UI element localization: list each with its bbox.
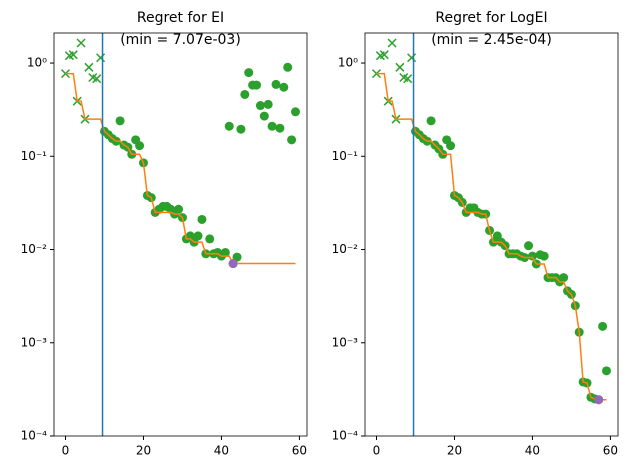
best-line: [376, 72, 607, 401]
y-tick-label: 10⁻³: [332, 335, 359, 349]
point: [205, 234, 215, 244]
point: [267, 121, 277, 131]
y-tick-label: 10⁻²: [332, 242, 359, 256]
point: [539, 251, 549, 261]
axes-frame: [53, 32, 308, 437]
x-marker: [76, 38, 86, 48]
point: [524, 241, 534, 251]
x-tick-label: 20: [447, 444, 462, 458]
x-marker: [92, 74, 102, 84]
chart-title: (min = 7.07e-03): [120, 32, 241, 48]
subplot: Regret for LogEI (min = 2.45e-04) 0 20 40 60 1…: [332, 10, 619, 458]
point: [426, 116, 436, 126]
point: [244, 68, 254, 78]
chart-title: (min = 2.45e-04): [431, 32, 552, 48]
point: [197, 214, 207, 224]
point: [259, 111, 269, 121]
y-tick-label: 10⁻³: [21, 335, 48, 349]
x-tick-label: 40: [214, 444, 229, 458]
x-marker: [395, 62, 405, 72]
x-marker: [68, 50, 78, 60]
point: [115, 116, 125, 126]
x-marker: [403, 74, 413, 84]
point: [263, 99, 273, 109]
chart-title: Regret for LogEI: [435, 10, 547, 26]
x-marker: [96, 53, 106, 63]
point: [174, 204, 184, 214]
point: [279, 82, 289, 92]
x-tick-label: 40: [525, 444, 540, 458]
point: [598, 321, 608, 331]
point: [220, 247, 230, 257]
point: [275, 123, 285, 133]
x-marker: [84, 62, 94, 72]
point: [255, 101, 265, 111]
point: [594, 395, 604, 405]
point: [291, 107, 300, 117]
point: [602, 366, 611, 376]
point: [559, 273, 569, 283]
y-tick-label: 10⁻⁴: [21, 429, 48, 443]
point: [236, 124, 246, 134]
point: [240, 89, 250, 99]
point: [252, 80, 262, 90]
point: [228, 259, 238, 269]
point: [271, 79, 281, 89]
point: [446, 141, 456, 151]
y-tick-label: 10⁰: [27, 56, 47, 70]
point: [135, 141, 145, 151]
chart-title: Regret for EI: [137, 10, 224, 26]
y-tick-label: 10⁻¹: [21, 149, 48, 163]
point: [193, 231, 203, 241]
y-tick-label: 10⁰: [338, 56, 358, 70]
x-marker: [379, 50, 389, 60]
point: [527, 251, 537, 261]
plot-area: [60, 33, 300, 436]
plot-area: [371, 33, 611, 436]
best-line: [65, 72, 296, 265]
y-tick-label: 10⁻¹: [332, 149, 359, 163]
x-tick-label: 0: [373, 444, 381, 458]
axes-frame: [364, 32, 619, 437]
point: [232, 252, 242, 262]
x-marker: [387, 38, 397, 48]
point: [283, 62, 293, 72]
x-tick-label: 20: [136, 444, 151, 458]
point: [287, 135, 297, 145]
y-tick-label: 10⁻²: [21, 242, 48, 256]
subplot: Regret for EI (min = 7.07e-03) 0 20 40 60 10⁻⁴…: [21, 10, 308, 458]
y-tick-label: 10⁻⁴: [332, 429, 359, 443]
x-tick-label: 0: [62, 444, 70, 458]
x-tick-label: 60: [292, 444, 307, 458]
point: [224, 121, 234, 131]
x-marker: [407, 53, 417, 63]
x-tick-label: 60: [603, 444, 618, 458]
